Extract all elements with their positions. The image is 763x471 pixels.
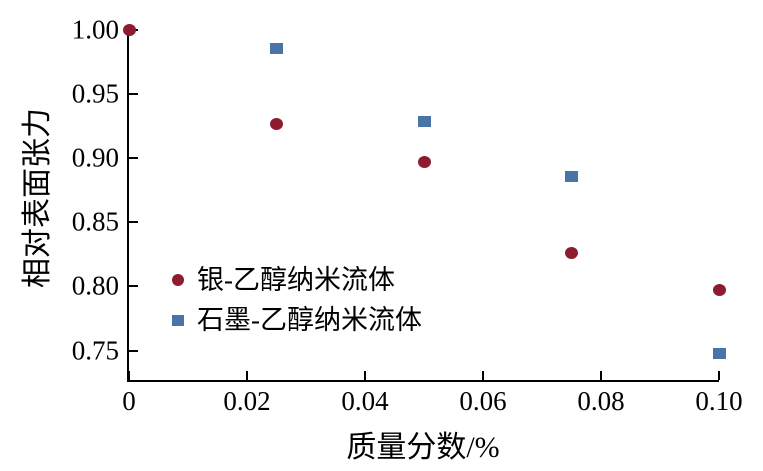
y-tick [129, 285, 138, 288]
x-tick [246, 371, 248, 380]
y-tick [129, 157, 138, 160]
x-tick-label: 0.08 [577, 386, 625, 416]
data-point-circle [122, 24, 136, 36]
x-axis-title: 质量分数/% [346, 431, 500, 464]
legend-row: 石墨-乙醇纳米流体 [172, 300, 422, 340]
data-point-circle [712, 284, 726, 297]
data-point-square [712, 348, 726, 360]
data-point-circle [417, 156, 431, 169]
data-point-square [417, 116, 431, 128]
x-tick-label: 0.10 [695, 386, 743, 416]
x-tick-label: 0.06 [459, 386, 507, 416]
y-tick-label: 0.80 [71, 270, 119, 301]
x-tick [600, 371, 602, 380]
y-tick-label: 0.85 [71, 206, 119, 237]
x-tick-label: 0 [122, 386, 136, 416]
x-tick-label: 0.04 [341, 386, 389, 416]
y-tick [129, 93, 138, 96]
x-tick-label: 0.02 [223, 386, 271, 416]
y-axis-title: 相对表面张力 [21, 108, 54, 288]
x-tick [364, 371, 366, 380]
data-point-circle [565, 247, 578, 260]
y-tick-label: 0.95 [71, 78, 119, 109]
data-point-square [270, 43, 283, 55]
y-tick-label: 1.00 [71, 14, 119, 45]
legend-marker-square [172, 314, 184, 326]
y-tick [129, 221, 138, 224]
data-point-circle [270, 117, 283, 130]
legend: 银-乙醇纳米流体 石墨-乙醇纳米流体 [172, 260, 422, 340]
x-tick [718, 371, 720, 380]
legend-label: 石墨-乙醇纳米流体 [197, 304, 422, 335]
data-point-square [565, 171, 578, 183]
y-tick-label: 0.75 [71, 335, 119, 365]
y-tick [129, 349, 138, 352]
legend-row: 银-乙醇纳米流体 [172, 260, 422, 300]
legend-marker-circle [172, 274, 184, 286]
y-tick-label: 0.90 [71, 142, 119, 173]
x-tick [128, 371, 130, 380]
plot-area: 0 0.02 0.04 0.06 0.08 0.10 0.75 0.80 0.85 0.90 0.9… [72, 16, 743, 415]
x-tick [482, 371, 484, 380]
legend-label: 银-乙醇纳米流体 [197, 264, 395, 295]
